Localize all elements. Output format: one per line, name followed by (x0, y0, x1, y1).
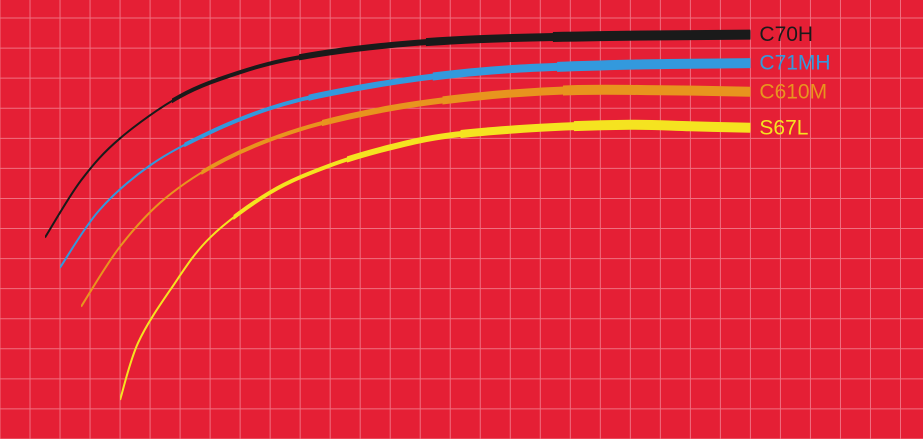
series-label-c610m: C610M (759, 80, 827, 103)
series-lines (45, 29, 751, 401)
series-path-s67l (573, 119, 751, 133)
series-line-c70h (45, 29, 751, 239)
series-label-c71mh: C71MH (759, 52, 830, 75)
series-line-s67l (120, 119, 751, 401)
series-path-c610m (562, 84, 751, 97)
series-path-c70h (552, 29, 751, 42)
series-line-c71mh (60, 58, 751, 269)
series-path-c71mh (557, 58, 751, 72)
series-line-c610m (81, 84, 751, 308)
series-label-c70h: C70H (759, 23, 813, 46)
series-label-s67l: S67L (759, 116, 808, 139)
series-labels: C70H C71MH C610M S67L (759, 23, 830, 139)
